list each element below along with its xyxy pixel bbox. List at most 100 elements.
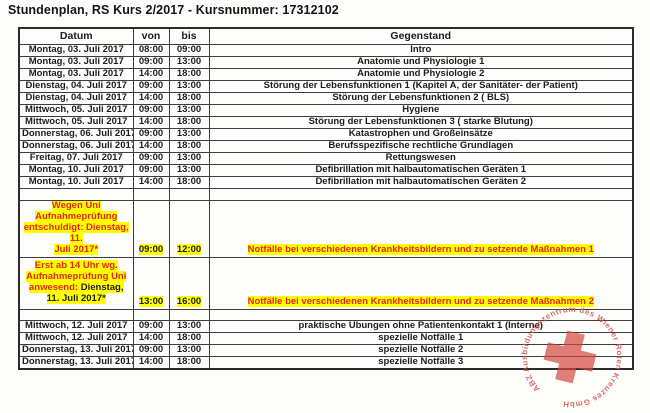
highlighted-row: Erst ab 14 Uhr wg. Aufnahmeprüfung Uni a… — [18, 256, 634, 310]
gegenstand-cell: spezielle Notfälle 1 — [208, 331, 634, 345]
datum-cell: Donnerstag, 06. Juli 2017 — [18, 128, 134, 141]
schedule-table: Datum von bis Gegenstand Montag, 03. Jul… — [18, 27, 634, 370]
datum-cell: Dienstag, 04. Juli 2017 — [18, 80, 134, 93]
bis-cell: 13:00 — [168, 152, 210, 165]
datum-cell: Mittwoch, 05. Juli 2017 — [18, 116, 134, 129]
von-cell: 09:00 — [132, 319, 170, 333]
empty-row — [18, 308, 634, 321]
gegenstand-cell: Störung der Lebensfunktionen 3 ( starke … — [208, 116, 634, 129]
von-cell — [132, 308, 170, 321]
gegenstand-cell: Notfälle bei verschiedenen Krankheitsbil… — [208, 200, 634, 258]
datum-cell: Donnerstag, 06. Juli 2017 — [18, 140, 134, 153]
datum-cell: Montag, 03. Juli 2017 — [18, 56, 134, 69]
header-row: Datum von bis Gegenstand — [18, 27, 634, 45]
bis-cell: 13:00 — [168, 56, 210, 69]
bis-cell: 09:00 — [168, 44, 210, 57]
bis-cell: 16:00 — [168, 256, 210, 310]
von-cell: 09:00 — [132, 56, 170, 69]
datum-cell: Freitag, 07. Juli 2017 — [18, 152, 134, 165]
datum-cell: Montag, 03. Juli 2017 — [18, 44, 134, 57]
gegenstand-cell: Anatomie und Physiologie 1 — [208, 56, 634, 69]
header-datum: Datum — [18, 27, 134, 45]
datum-cell — [18, 308, 134, 321]
header-gegenstand: Gegenstand — [208, 27, 634, 45]
bis-cell: 13:00 — [168, 343, 210, 357]
bis-cell: 18:00 — [168, 68, 210, 81]
table-row: Mittwoch, 05. Juli 2017 09:00 13:00 Hygi… — [18, 104, 634, 117]
bis-cell: 13:00 — [168, 128, 210, 141]
datum-cell: Mittwoch, 12. Juli 2017 — [18, 319, 134, 333]
bis-cell: 18:00 — [168, 140, 210, 153]
table-row: Montag, 03. Juli 2017 14:00 18:00 Anatom… — [18, 68, 634, 81]
table-row: Dienstag, 04. Juli 2017 14:00 18:00 Stör… — [18, 92, 634, 105]
gegenstand-cell: praktische Übungen ohne Patientenkontakt… — [208, 319, 634, 333]
gegenstand-cell — [208, 308, 634, 321]
bis-cell: 12:00 — [168, 200, 210, 258]
datum-cell: Donnerstag, 13. Juli 2017 — [18, 343, 134, 357]
datum-cell: Dienstag, 04. Juli 2017 — [18, 92, 134, 105]
von-cell: 09:00 — [132, 200, 170, 258]
datum-cell: Donnerstag, 13. Juli 2017 — [18, 355, 134, 370]
table-row: Freitag, 07. Juli 2017 09:00 13:00 Rettu… — [18, 152, 634, 165]
table-row: Montag, 10. Juli 2017 14:00 18:00 Defibr… — [18, 176, 634, 189]
gegenstand-cell: spezielle Notfälle 2 — [208, 343, 634, 357]
table-row: Donnerstag, 06. Juli 2017 09:00 13:00 Ka… — [18, 128, 634, 141]
table-row: Montag, 03. Juli 2017 08:00 09:00 Intro — [18, 44, 634, 57]
excuse-note-text: Erst ab 14 Uhr wg. Aufnahmeprüfung Uni a… — [26, 259, 127, 293]
bis-cell: 18:00 — [168, 331, 210, 345]
datum-cell: Mittwoch, 12. Juli 2017 — [18, 331, 134, 345]
von-cell: 09:00 — [132, 152, 170, 165]
gegenstand-cell: Notfälle bei verschiedenen Krankheitsbil… — [208, 256, 634, 310]
table-row: Mittwoch, 12. Juli 2017 09:00 13:00 prak… — [18, 319, 634, 333]
datum-cell: Montag, 10. Juli 2017 — [18, 164, 134, 177]
header-bis: bis — [168, 27, 210, 45]
bis-cell: 18:00 — [168, 116, 210, 129]
datum-cell: Montag, 10. Juli 2017 — [18, 176, 134, 189]
table-row: Dienstag, 04. Juli 2017 09:00 13:00 Stör… — [18, 80, 634, 93]
von-cell: 14:00 — [132, 331, 170, 345]
von-cell: 09:00 — [132, 343, 170, 357]
page-title: Stundenplan, RS Kurs 2/2017 - Kursnummer… — [8, 3, 339, 17]
gegenstand-cell: spezielle Notfälle 3 — [208, 355, 634, 370]
table-row: Mittwoch, 12. Juli 2017 14:00 18:00 spez… — [18, 331, 634, 345]
bis-cell — [168, 188, 210, 201]
datum-cell: Mittwoch, 05. Juli 2017 — [18, 104, 134, 117]
von-cell: 14:00 — [132, 176, 170, 189]
gegenstand-cell: Störung der Lebensfunktionen 1 (Kapitel … — [208, 80, 634, 93]
gegenstand-cell: Anatomie und Physiologie 2 — [208, 68, 634, 81]
bis-cell: 18:00 — [168, 355, 210, 370]
datum-cell: Montag, 03. Juli 2017 — [18, 68, 134, 81]
bis-cell: 13:00 — [168, 319, 210, 333]
bis-cell: 13:00 — [168, 104, 210, 117]
gegenstand-cell: Hygiene — [208, 104, 634, 117]
table-row: Donnerstag, 06. Juli 2017 14:00 18:00 Be… — [18, 140, 634, 153]
von-cell: 14:00 — [132, 355, 170, 370]
bis-cell: 18:00 — [168, 92, 210, 105]
von-cell: 13:00 — [132, 256, 170, 310]
bis-cell: 13:00 — [168, 80, 210, 93]
gegenstand-cell: Defibrillation mit halbautomatischen Ger… — [208, 164, 634, 177]
excuse-note-text: Wegen Uni Aufnahmeprüfung entschuldigt: … — [23, 200, 129, 255]
bis-cell: 13:00 — [168, 164, 210, 177]
table-row: Donnerstag, 13. Juli 2017 14:00 18:00 sp… — [18, 355, 634, 370]
bis-cell — [168, 308, 210, 321]
bis-cell: 18:00 — [168, 176, 210, 189]
empty-row — [18, 188, 634, 201]
von-cell: 09:00 — [132, 80, 170, 93]
excuse-note-cell: Wegen Uni Aufnahmeprüfung entschuldigt: … — [18, 200, 134, 258]
von-cell — [132, 188, 170, 201]
gegenstand-cell: Rettungswesen — [208, 152, 634, 165]
von-cell: 09:00 — [132, 104, 170, 117]
excuse-note-cell: Erst ab 14 Uhr wg. Aufnahmeprüfung Uni a… — [18, 256, 134, 310]
table-row: Montag, 03. Juli 2017 09:00 13:00 Anatom… — [18, 56, 634, 69]
table-row: Mittwoch, 05. Juli 2017 14:00 18:00 Stör… — [18, 116, 634, 129]
von-cell: 08:00 — [132, 44, 170, 57]
von-cell: 14:00 — [132, 92, 170, 105]
gegenstand-cell: Berufsspezifische rechtliche Grundlagen — [208, 140, 634, 153]
von-cell: 14:00 — [132, 116, 170, 129]
gegenstand-cell: Defibrillation mit halbautomatischen Ger… — [208, 176, 634, 189]
table-row: Donnerstag, 13. Juli 2017 09:00 13:00 sp… — [18, 343, 634, 357]
highlighted-row: Wegen Uni Aufnahmeprüfung entschuldigt: … — [18, 200, 634, 258]
von-cell: 14:00 — [132, 140, 170, 153]
von-cell: 09:00 — [132, 164, 170, 177]
